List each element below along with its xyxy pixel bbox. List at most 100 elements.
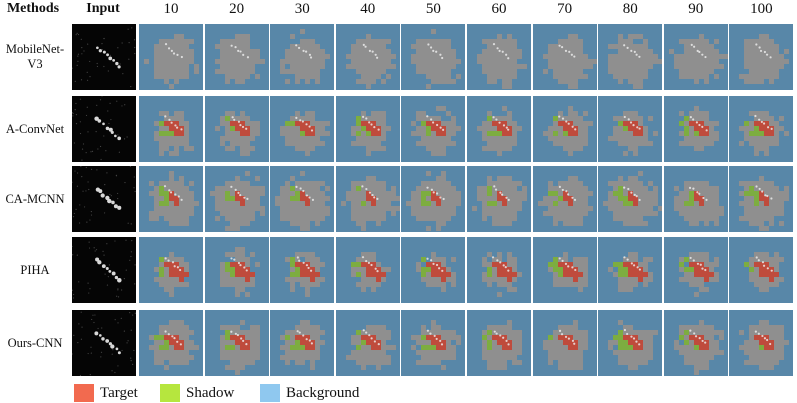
segmentation-result-mobilenet-v3-60	[467, 24, 531, 90]
input-image	[72, 166, 136, 232]
segmentation-mask	[335, 237, 400, 303]
segmentation-result-piha-80	[598, 237, 663, 303]
background-swatch	[260, 384, 280, 402]
column-header-40: 40	[360, 1, 376, 17]
column-header-90: 90	[688, 1, 704, 17]
segmentation-result-mobilenet-v3-100	[729, 24, 794, 90]
segmentation-mask	[270, 24, 335, 90]
row-label-text: MobileNet- V3	[6, 42, 64, 72]
segmentation-mask	[401, 24, 466, 90]
legend-target-label: Target	[100, 384, 138, 401]
segmentation-mask	[467, 310, 531, 376]
segmentation-mask	[401, 237, 466, 303]
segmentation-result-ca-mcnn-100	[729, 166, 794, 232]
segmentation-mask	[335, 24, 400, 90]
segmentation-result-piha-60	[467, 237, 531, 303]
segmentation-mask	[729, 237, 794, 303]
segmentation-mask	[729, 96, 794, 162]
segmentation-mask	[663, 24, 728, 90]
segmentation-mask	[729, 24, 794, 90]
segmentation-mask	[729, 310, 794, 376]
row-label-text: Ours-CNN	[8, 336, 63, 351]
column-header-10: 10	[163, 1, 179, 17]
segmentation-result-ours-cnn-20	[204, 310, 269, 376]
segmentation-result-mobilenet-v3-80	[598, 24, 663, 90]
segmentation-mask	[401, 166, 466, 232]
segmentation-mask	[532, 310, 597, 376]
row-label-line1: PIHA	[20, 262, 50, 277]
segmentation-result-ours-cnn-10	[139, 310, 203, 376]
shadow-swatch	[160, 384, 180, 402]
column-header-80: 80	[622, 1, 638, 17]
segmentation-result-a-convnet-40	[335, 96, 400, 162]
segmentation-result-ours-cnn-40	[335, 310, 400, 376]
segmentation-mask	[204, 96, 269, 162]
segmentation-mask	[139, 166, 203, 232]
segmentation-result-a-convnet-50	[401, 96, 466, 162]
segmentation-result-piha-10	[139, 237, 203, 303]
segmentation-mask	[532, 237, 597, 303]
segmentation-result-piha-70	[532, 237, 597, 303]
segmentation-mask	[532, 96, 597, 162]
input-image	[72, 24, 136, 90]
segmentation-result-ca-mcnn-40	[335, 166, 400, 232]
segmentation-result-mobilenet-v3-50	[401, 24, 466, 90]
segmentation-mask	[598, 237, 663, 303]
row-label-line1: CA-MCNN	[5, 191, 65, 206]
segmentation-mask	[401, 310, 466, 376]
segmentation-mask	[270, 96, 335, 162]
segmentation-result-ca-mcnn-60	[467, 166, 531, 232]
legend-target: Target	[74, 383, 138, 403]
row-label-ca-mcnn: CA-MCNN	[0, 166, 70, 232]
row-label-line1: A-ConvNet	[5, 121, 65, 136]
segmentation-result-a-convnet-90	[663, 96, 728, 162]
segmentation-mask	[663, 310, 728, 376]
legend-shadow-label: Shadow	[186, 384, 235, 401]
row-label-line1: MobileNet-	[5, 42, 65, 56]
segmentation-mask	[139, 310, 203, 376]
input-image-svg	[72, 166, 136, 225]
segmentation-result-a-convnet-70	[532, 96, 597, 162]
segmentation-result-piha-30	[270, 237, 335, 303]
row-label-a-convnet: A-ConvNet	[0, 96, 70, 162]
segmentation-result-ours-cnn-50	[401, 310, 466, 376]
legend-background: Background	[260, 383, 359, 403]
input-image	[72, 310, 136, 376]
column-header-30: 30	[294, 1, 310, 17]
input-image	[72, 96, 136, 162]
segmentation-result-mobilenet-v3-10	[139, 24, 203, 90]
segmentation-mask	[663, 166, 728, 232]
segmentation-mask	[467, 24, 531, 90]
segmentation-result-ours-cnn-90	[663, 310, 728, 376]
legend-background-label: Background	[286, 384, 360, 401]
segmentation-mask	[335, 310, 400, 376]
segmentation-result-ca-mcnn-50	[401, 166, 466, 232]
methods-header: Methods	[6, 1, 60, 16]
segmentation-result-a-convnet-80	[598, 96, 663, 162]
segmentation-result-a-convnet-20	[204, 96, 269, 162]
segmentation-mask	[663, 96, 728, 162]
segmentation-mask	[467, 96, 531, 162]
segmentation-mask	[139, 24, 203, 90]
segmentation-mask	[270, 166, 335, 232]
segmentation-result-ours-cnn-60	[467, 310, 531, 376]
segmentation-result-mobilenet-v3-40	[335, 24, 400, 90]
segmentation-mask	[139, 237, 203, 303]
segmentation-result-ca-mcnn-30	[270, 166, 335, 232]
segmentation-result-ca-mcnn-70	[532, 166, 597, 232]
segmentation-result-a-convnet-10	[139, 96, 203, 162]
input-header: Input	[86, 1, 120, 16]
segmentation-mask	[663, 237, 728, 303]
segmentation-result-piha-40	[335, 237, 400, 303]
legend-shadow: Shadow	[160, 383, 234, 403]
segmentation-result-a-convnet-60	[467, 96, 531, 162]
segmentation-mask	[467, 166, 531, 232]
segmentation-result-ours-cnn-100	[729, 310, 794, 376]
segmentation-result-mobilenet-v3-70	[532, 24, 597, 90]
segmentation-result-ours-cnn-30	[270, 310, 335, 376]
column-header-20: 20	[229, 1, 245, 17]
segmentation-result-piha-90	[663, 237, 728, 303]
segmentation-result-ca-mcnn-20	[204, 166, 269, 232]
input-image-svg	[72, 27, 136, 88]
input-image	[72, 237, 136, 303]
